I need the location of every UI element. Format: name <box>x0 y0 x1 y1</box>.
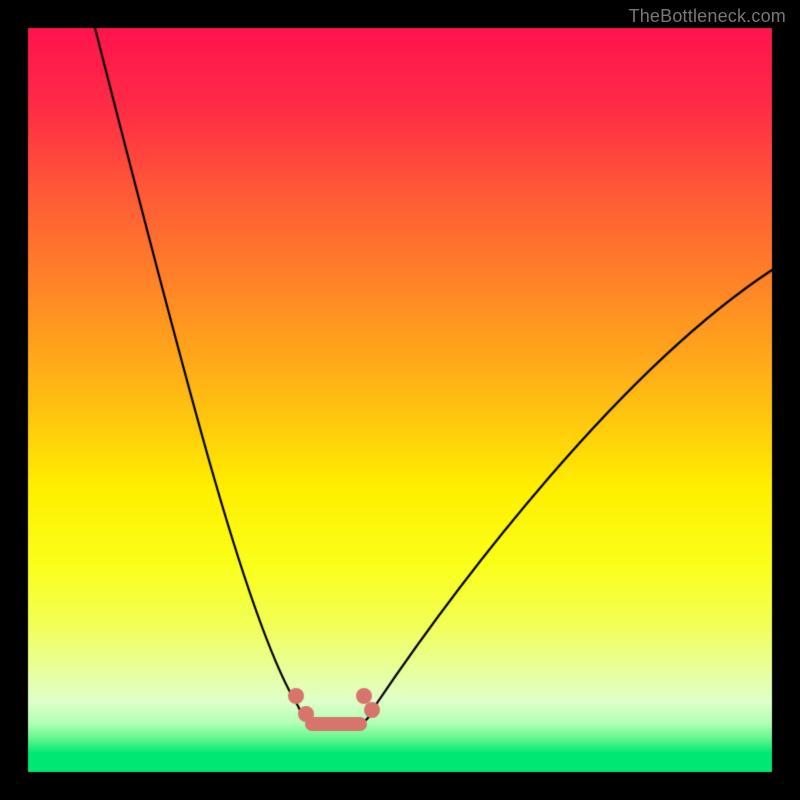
watermark-text: TheBottleneck.com <box>629 6 786 27</box>
chart-canvas <box>0 0 800 800</box>
chart-stage: TheBottleneck.com <box>0 0 800 800</box>
